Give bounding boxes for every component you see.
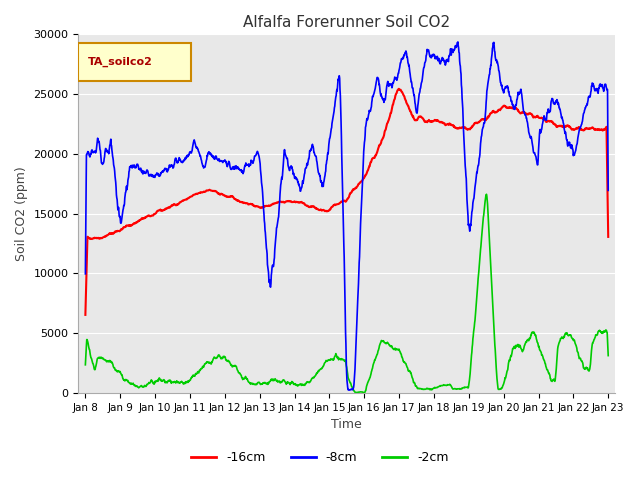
- X-axis label: Time: Time: [332, 419, 362, 432]
- Text: TA_soilco2: TA_soilco2: [88, 57, 153, 67]
- Y-axis label: Soil CO2 (ppm): Soil CO2 (ppm): [15, 166, 28, 261]
- Legend: -16cm, -8cm, -2cm: -16cm, -8cm, -2cm: [186, 446, 454, 469]
- Title: Alfalfa Forerunner Soil CO2: Alfalfa Forerunner Soil CO2: [243, 15, 451, 30]
- FancyBboxPatch shape: [79, 43, 191, 81]
